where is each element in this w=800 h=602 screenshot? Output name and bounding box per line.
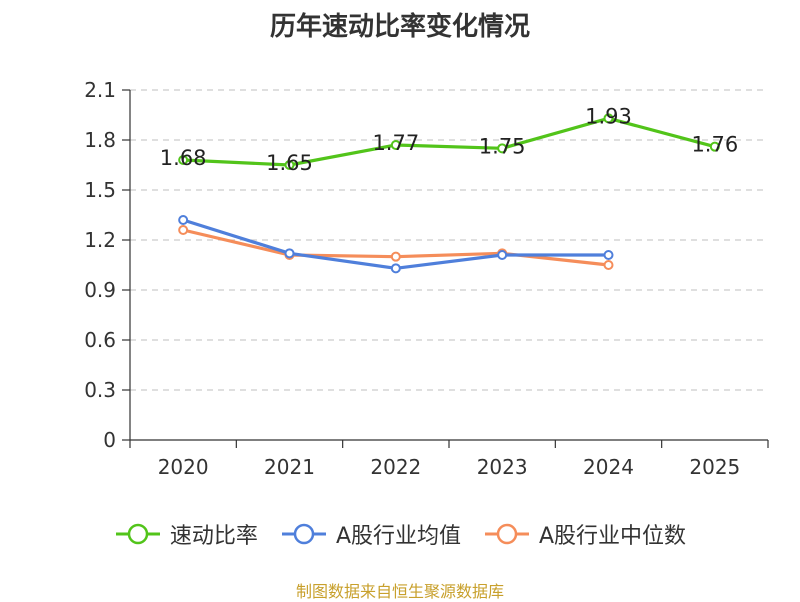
y-tick-label: 0.3 — [84, 378, 116, 402]
data-label: 1.68 — [160, 146, 207, 170]
data-point[interactable] — [390, 251, 401, 262]
chart-title: 历年速动比率变化情况 — [269, 12, 530, 42]
x-tick-label: 2024 — [583, 455, 634, 479]
y-tick-label: 2.1 — [84, 78, 116, 102]
source-note: 制图数据来自恒生聚源数据库 — [295, 582, 504, 601]
data-point[interactable] — [603, 260, 614, 270]
x-tick-label: 2022 — [370, 455, 421, 479]
x-tick-label: 2021 — [264, 455, 315, 479]
data-point[interactable] — [178, 155, 189, 165]
data-point[interactable] — [284, 160, 295, 170]
y-tick-label: 1.5 — [84, 178, 116, 202]
data-point[interactable] — [603, 113, 614, 124]
legend-label: 速动比率 — [169, 524, 258, 549]
legend-swatch-icon — [485, 523, 529, 545]
data-point[interactable] — [390, 140, 401, 150]
x-tick-label: 2023 — [477, 455, 528, 479]
series-line-0 — [183, 116, 716, 167]
axes: 0 0.3 0.6 0.9 1.2 1.5 1.8 2.1 2020 2021 2022 2023 20… — [84, 78, 769, 479]
x-tick-label: 2020 — [158, 455, 209, 479]
legend-label: A股行业中位数 — [539, 524, 687, 549]
grid-lines — [130, 89, 768, 391]
data-point[interactable] — [284, 248, 295, 259]
y-tick-label: 1.2 — [84, 228, 116, 252]
data-point[interactable] — [709, 141, 720, 152]
y-tick-label: 1.8 — [84, 128, 116, 152]
data-label: 1.93 — [585, 104, 632, 128]
data-labels: 1.68 1.65 1.77 1.75 1.93 1.76 — [160, 104, 738, 175]
legend-item-industry-median[interactable]: A股行业中位数 — [483, 518, 686, 550]
data-label: 1.77 — [372, 131, 419, 155]
data-label: 1.65 — [266, 151, 313, 175]
data-label: 1.76 — [691, 133, 738, 157]
legend-label: A股行业均值 — [335, 524, 461, 549]
data-point[interactable] — [178, 225, 189, 235]
data-point[interactable] — [178, 215, 189, 225]
legend-item-quick-ratio[interactable]: 速动比率 — [114, 518, 258, 550]
data-point[interactable] — [390, 263, 401, 274]
y-tick-label: 0 — [103, 428, 116, 452]
data-point[interactable] — [603, 250, 614, 260]
series-lines — [178, 113, 720, 274]
data-point[interactable] — [497, 250, 508, 260]
y-tick-label: 0.6 — [84, 328, 116, 352]
y-tick-label: 0.9 — [84, 278, 116, 302]
legend: 速动比率 A股行业均值 A股行业中位数 — [0, 518, 800, 550]
legend-swatch-icon — [281, 523, 326, 545]
legend-item-industry-mean[interactable]: A股行业均值 — [280, 518, 461, 550]
x-tick-label: 2025 — [689, 455, 740, 479]
legend-swatch-icon — [115, 523, 160, 545]
data-point[interactable] — [497, 143, 508, 154]
data-label: 1.75 — [479, 134, 526, 158]
